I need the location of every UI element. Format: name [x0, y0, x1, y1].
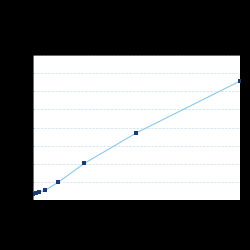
X-axis label: Rat Breast And Kidney Expressed Chemokine (BRAK)
Concentration (pg/ml): Rat Breast And Kidney Expressed Chemokin…: [58, 211, 214, 222]
Point: [82, 162, 86, 166]
Point: [134, 131, 138, 135]
Point: [238, 79, 242, 83]
Point: [44, 188, 48, 192]
Y-axis label: OD: OD: [12, 123, 18, 132]
Point: [56, 180, 60, 184]
Point: [37, 190, 41, 194]
Point: [34, 191, 38, 195]
Point: [30, 192, 34, 196]
